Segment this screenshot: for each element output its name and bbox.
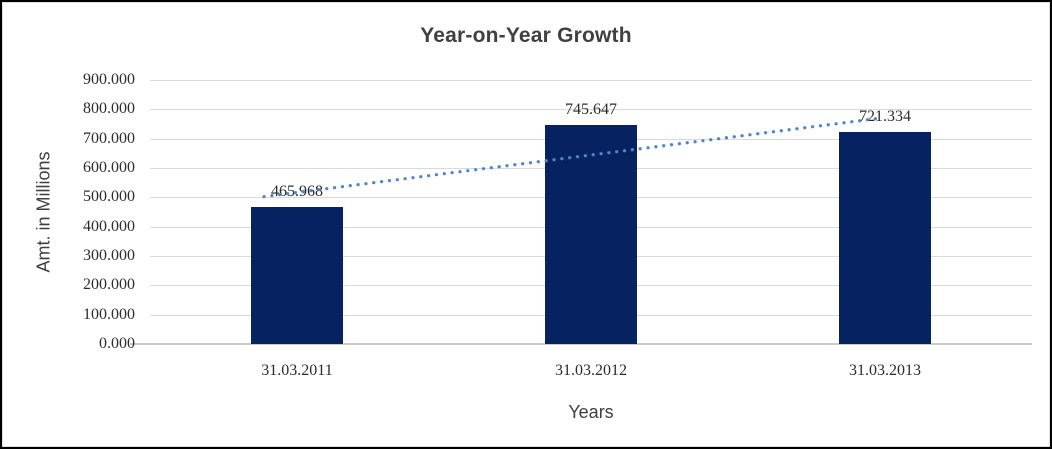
bar-value-label: 745.647 bbox=[565, 101, 617, 119]
chart-title: Year-on-Year Growth bbox=[420, 24, 632, 47]
x-category-label: 31.03.2013 bbox=[849, 362, 921, 379]
y-tick-label: 600.000 bbox=[83, 159, 135, 176]
y-tick-label: 900.000 bbox=[83, 71, 135, 88]
x-category-label: 31.03.2012 bbox=[555, 362, 627, 379]
gridline bbox=[150, 109, 1032, 110]
y-tick-label: 500.000 bbox=[83, 188, 135, 206]
bar bbox=[839, 132, 931, 344]
bar bbox=[251, 207, 343, 344]
y-tick-label: 800.000 bbox=[83, 100, 135, 118]
y-tick-label: 100.000 bbox=[83, 305, 135, 323]
y-tick-label: 300.000 bbox=[83, 247, 135, 264]
x-category-label: 31.03.2011 bbox=[261, 362, 333, 379]
gridline bbox=[150, 80, 1032, 81]
y-tick-label: 0.000 bbox=[99, 335, 135, 352]
x-axis-line bbox=[130, 343, 1032, 345]
x-axis-title: Years bbox=[568, 402, 614, 422]
bar bbox=[545, 125, 637, 344]
y-tick-label: 700.000 bbox=[83, 129, 135, 147]
y-tick-label: 200.000 bbox=[83, 276, 135, 294]
bar-value-label: 721.334 bbox=[859, 108, 911, 126]
y-tick-label: 400.000 bbox=[83, 217, 135, 235]
bar-value-label: 465.968 bbox=[271, 183, 323, 201]
